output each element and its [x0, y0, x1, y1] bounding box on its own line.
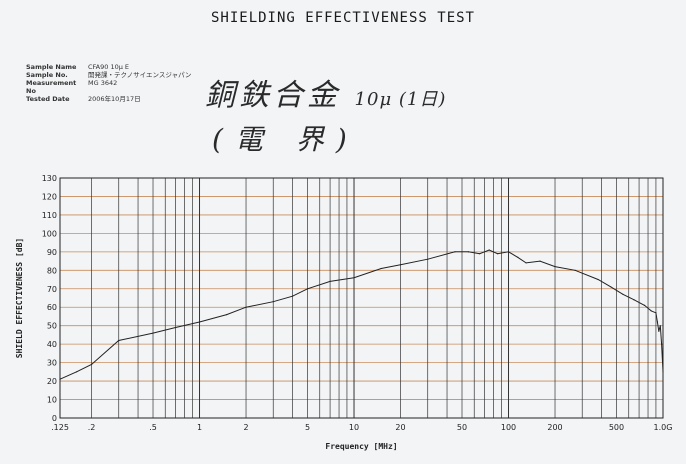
data-point: [118, 339, 120, 342]
x-tick-label: 500: [609, 423, 624, 432]
handwritten-material: 銅鉄合金: [205, 78, 341, 113]
data-point: [659, 325, 661, 327]
tested-date-row: Tested Date 2006年10月17日: [26, 95, 191, 103]
data-point: [245, 306, 247, 308]
data-point: [661, 343, 663, 345]
data-point: [517, 256, 519, 258]
data-point: [574, 269, 576, 271]
data-point: [610, 286, 612, 288]
x-tick-label: 100: [501, 423, 516, 432]
series-line: [59, 249, 664, 380]
y-tick-label: 0: [52, 414, 57, 423]
x-tick-label: .5: [149, 423, 157, 432]
data-point: [329, 280, 331, 282]
data-point: [650, 310, 652, 312]
data-point: [152, 332, 154, 334]
data-point: [507, 251, 510, 253]
meta-key: Tested Date: [26, 95, 70, 103]
data-point: [291, 295, 294, 297]
x-tick-labels: .125 .2 .5 1 2 5 10 20 50 100 200 500 1.0G: [51, 423, 672, 432]
data-point: [497, 253, 499, 255]
x-tick-label: .2: [88, 423, 96, 432]
page-title: SHIELDING EFFECTIVENESS TEST: [210, 10, 475, 26]
series-points: [59, 249, 664, 380]
y-tick-label: 30: [47, 359, 57, 368]
sample-no-row: Sample No. 開発課・テクノサイエンスジャパン: [26, 71, 191, 79]
handwritten-material-note: 銅鉄合金 10μ (1日): [205, 70, 446, 114]
handwritten-thickness: 10μ (1日): [354, 89, 447, 110]
data-point: [198, 321, 201, 323]
data-point: [539, 260, 541, 262]
sample-info: Sample Name CFA90 10μ E Sample No. 開発課・テクノ…: [26, 63, 191, 103]
y-tick-label: 10: [47, 396, 57, 405]
plot-frame: [59, 177, 664, 419]
data-point: [399, 264, 402, 266]
y-tick-label: 130: [42, 174, 57, 183]
y-tick-label: 40: [47, 340, 57, 349]
meta-value: 開発課・テクノサイエンスジャパン: [88, 71, 192, 79]
measurement-no-row: Measurement No MG 3642: [26, 79, 191, 95]
meta-key: Sample Name: [26, 63, 77, 71]
x-tick-label: 200: [547, 423, 562, 432]
data-point: [488, 249, 490, 251]
data-point: [90, 363, 93, 366]
x-axis-label: Frequency [MHz]: [325, 442, 397, 451]
handwritten-field-note: (電 界): [212, 123, 359, 156]
data-point: [226, 314, 228, 316]
y-tick-label: 120: [42, 192, 57, 201]
y-tick-label: 70: [47, 285, 57, 294]
y-tick-label: 90: [47, 248, 57, 257]
data-point: [525, 262, 527, 264]
x-tick-label: 10: [349, 423, 359, 432]
meta-value: CFA90 10μ E: [88, 63, 130, 71]
y-tick-label: 100: [42, 229, 57, 238]
y-tick-label: 50: [47, 322, 57, 331]
data-point: [658, 330, 660, 332]
data-point: [454, 251, 456, 253]
y-tick-label: 60: [47, 303, 57, 312]
x-tick-label: 1: [197, 423, 202, 432]
data-point: [656, 321, 659, 323]
data-point: [633, 299, 635, 301]
data-point: [272, 301, 274, 303]
data-point: [306, 288, 309, 290]
data-point: [554, 266, 556, 268]
y-tick-labels: 0 10 20 30 40 50 60 70 80 90 100 110 120 130: [42, 174, 57, 423]
data-point: [467, 251, 469, 253]
y-axis-label: SHIELD EFFECTIVENESS [dB]: [15, 238, 24, 358]
data-point: [662, 371, 664, 373]
x-tick-label: 1.0G: [654, 423, 673, 432]
data-point: [479, 253, 481, 255]
meta-value: MG 3642: [88, 79, 118, 87]
x-tick-label: 50: [457, 423, 467, 432]
x-tick-label: 2: [243, 423, 248, 432]
data-point: [75, 371, 78, 373]
y-tick-label: 80: [47, 266, 57, 275]
data-point: [59, 378, 61, 380]
y-tick-label: 20: [47, 377, 57, 386]
chart-grid: [60, 177, 663, 419]
x-tick-label: 20: [395, 423, 405, 432]
meta-key: Sample No.: [26, 71, 68, 79]
y-tick-label: 110: [42, 211, 57, 220]
meta-value: 2006年10月17日: [88, 95, 141, 103]
x-tick-label: .125: [51, 423, 69, 432]
data-point: [353, 277, 355, 279]
sample-name-row: Sample Name CFA90 10μ E: [26, 63, 191, 71]
data-point: [427, 258, 429, 260]
data-point: [622, 293, 624, 295]
data-point: [597, 278, 599, 281]
meta-key: Measurement No: [26, 79, 77, 95]
data-point: [655, 312, 657, 314]
data-point: [643, 304, 646, 306]
x-tick-label: 5: [305, 423, 310, 432]
data-point: [174, 326, 177, 329]
data-point: [380, 267, 382, 270]
